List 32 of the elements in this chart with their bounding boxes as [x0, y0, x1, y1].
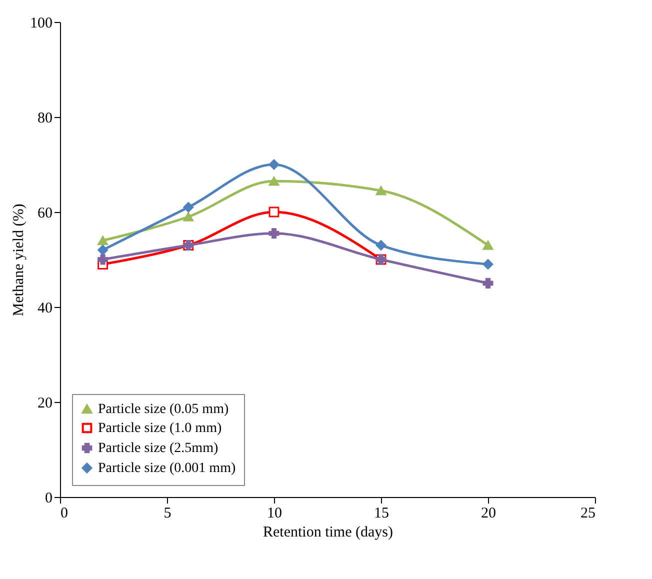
y-tick-label: 20 — [38, 396, 52, 412]
point — [98, 254, 108, 265]
point — [98, 236, 108, 246]
x-tick-label: 10 — [267, 506, 282, 522]
point — [268, 228, 280, 239]
legend-label: Particle size (2.5mm) — [98, 441, 218, 456]
point — [482, 278, 494, 288]
y-tick-label: 0 — [45, 490, 52, 506]
point — [376, 240, 386, 250]
point — [183, 212, 194, 222]
legend-label: Particle size (0.05 mm) — [98, 402, 229, 417]
y-tick-label: 80 — [38, 110, 52, 126]
point — [376, 186, 386, 196]
legend-label: Particle size (0.001 mm) — [98, 461, 236, 476]
x-tick-label: 15 — [374, 506, 389, 522]
point — [482, 259, 494, 270]
point — [98, 244, 108, 256]
x-tick-label: 0 — [60, 506, 68, 522]
point — [183, 202, 194, 212]
y-tick-label: 60 — [38, 206, 52, 222]
point — [482, 240, 494, 250]
x-tick-label: 5 — [164, 506, 172, 522]
x-tick-label: 20 — [481, 506, 496, 522]
x-tick-label: 25 — [580, 506, 596, 522]
x-axis-title: Retention time (days) — [263, 524, 393, 540]
point — [268, 176, 280, 186]
legend-label: Particle size (1.0 mm) — [98, 421, 222, 436]
point — [268, 206, 280, 218]
point — [268, 159, 280, 170]
y-tick-label: 40 — [38, 300, 52, 316]
y-axis-title: Methane yield (%) — [11, 204, 27, 316]
y-tick-label: 100 — [30, 16, 52, 32]
